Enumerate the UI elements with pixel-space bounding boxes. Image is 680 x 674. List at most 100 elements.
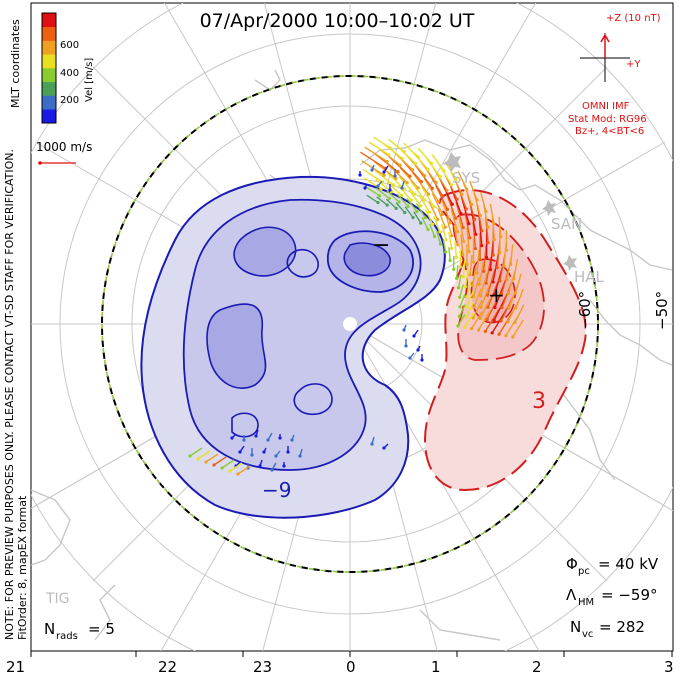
velocity-vector-origin: [204, 460, 208, 464]
colorbar-label: Vel [m/s]: [84, 58, 95, 102]
velocity-vector-origin: [442, 169, 446, 173]
velocity-vector-origin: [486, 305, 490, 309]
velocity-vector: [455, 201, 464, 228]
mlt-tick-1: 1: [431, 658, 441, 674]
nvc-symbol: N: [570, 618, 581, 636]
velocity-vector: [408, 189, 422, 207]
velocity-vector-origin: [449, 183, 454, 187]
velocity-vector: [387, 163, 408, 184]
velocity-vector-origin: [388, 188, 392, 192]
velocity-vector-origin: [254, 434, 258, 438]
velocity-vector-origin: [479, 294, 483, 298]
velocity-vector-origin: [485, 317, 489, 322]
velocity-vector-origin: [427, 210, 432, 214]
velocity-vector-origin: [457, 314, 461, 319]
station-label-san: SAN: [551, 215, 582, 233]
mlt-tick-23: 23: [253, 658, 272, 674]
velocity-vector: [466, 228, 470, 252]
velocity-vector-origin: [461, 252, 465, 257]
velocity-vector: [213, 456, 227, 466]
velocity-vector-origin: [379, 187, 383, 191]
colorbar-swatch: [42, 68, 56, 83]
velocity-vector-origin: [456, 243, 460, 247]
velocity-vector-origin: [402, 150, 407, 154]
mlt-tick-2: 2: [532, 658, 542, 674]
velocity-vector-origin: [402, 187, 407, 191]
velocity-vector-origin: [448, 221, 453, 225]
velocity-vector-origin: [470, 283, 474, 288]
velocity-vector-origin: [413, 192, 417, 196]
velocity-vector-origin: [491, 280, 495, 284]
velocity-vector: [466, 291, 474, 308]
velocity-vector-origin: [488, 267, 493, 272]
velocity-vector: [364, 146, 388, 163]
stat-model-label: Stat Mod: RG96: [568, 114, 647, 125]
velocity-vector-origin: [482, 269, 486, 273]
map-statistics: Φ pc = 40 kV Λ HM = −59° N vc = 282 N ra…: [44, 555, 659, 642]
velocity-vector: [433, 216, 441, 233]
velocity-vector-origin: [434, 180, 438, 185]
velocity-vector: [469, 180, 478, 201]
velocity-vector-origin: [486, 293, 490, 297]
velocity-vector: [453, 225, 459, 246]
velocity-vector-origin: [478, 258, 482, 262]
colorbar-swatch: [42, 109, 56, 124]
velocity-vector-origin: [420, 358, 424, 362]
velocity-vector: [412, 172, 430, 195]
vector-scale-label: 1000 m/s: [36, 140, 92, 154]
velocity-vector-origin: [458, 305, 462, 309]
velocity-vector-origin: [430, 186, 434, 190]
latitude-label-60: −60°: [576, 291, 594, 330]
velocity-vector-origin: [486, 225, 490, 229]
velocity-vector-origin: [423, 216, 427, 220]
velocity-vector-origin: [438, 175, 442, 179]
velocity-vector-origin: [454, 276, 459, 281]
velocity-vector-origin: [454, 177, 458, 182]
velocity-vector: [460, 234, 464, 255]
velocity-vector-origin: [467, 221, 471, 226]
velocity-vector-origin: [419, 180, 424, 184]
negative-min-marker: −: [372, 233, 390, 258]
velocity-vector-origin: [444, 238, 448, 242]
velocity-vector-origin: [411, 215, 415, 220]
velocity-vector: [457, 314, 466, 327]
velocity-vector-origin: [456, 286, 461, 290]
mlt-axis: 21 22 23 0 1 2 3: [6, 651, 674, 674]
velocity-vector-origin: [426, 167, 430, 172]
velocity-vector: [485, 256, 492, 284]
velocity-vector: [476, 249, 480, 274]
velocity-vector-origin: [455, 197, 459, 201]
mlt-tick-22: 22: [158, 658, 177, 674]
velocity-vector-origin: [250, 453, 254, 457]
velocity-vector: [513, 258, 519, 279]
velocity-vector-origin: [298, 454, 302, 458]
velocity-vector-origin: [505, 278, 509, 282]
velocity-vector: [480, 285, 491, 308]
velocity-vector: [479, 273, 488, 296]
velocity-vector-origin: [450, 234, 454, 238]
velocity-vector-origin: [286, 450, 290, 454]
velocity-vector: [473, 276, 480, 297]
velocity-vector-origin: [363, 186, 367, 190]
velocity-vector-origin: [404, 344, 408, 348]
mlt-tick-3: 3: [664, 658, 674, 674]
velocity-vector-origin: [502, 264, 506, 268]
colorbar-swatch: [42, 40, 56, 55]
velocity-vector: [441, 200, 452, 223]
velocity-vector-origin: [473, 246, 478, 251]
velocity-vector-origin: [470, 202, 474, 207]
colorbar-swatch: [42, 26, 56, 41]
velocity-vector: [435, 185, 449, 210]
velocity-vector: [376, 196, 388, 206]
velocity-vector: [421, 217, 429, 230]
velocity-vector-origin: [462, 239, 466, 243]
colorbar-tick-600: 600: [60, 40, 79, 51]
station-label-tig: TIG: [45, 591, 70, 607]
imf-clock: [580, 33, 630, 82]
colorbar-tick-200: 200: [60, 95, 79, 106]
velocity-vector: [457, 274, 462, 288]
nrads-subscript: rads: [56, 631, 78, 642]
velocity-vector-origin: [394, 206, 398, 211]
velocity-vector: [428, 201, 439, 220]
velocity-vector-origin: [450, 202, 454, 206]
